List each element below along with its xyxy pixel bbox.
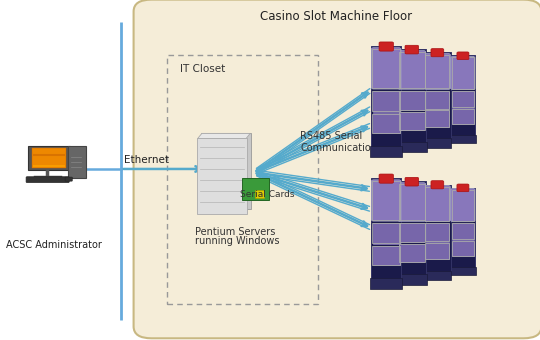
FancyBboxPatch shape xyxy=(452,241,474,256)
FancyBboxPatch shape xyxy=(451,56,475,90)
FancyBboxPatch shape xyxy=(452,223,474,239)
FancyBboxPatch shape xyxy=(398,51,426,89)
FancyBboxPatch shape xyxy=(424,53,450,89)
FancyBboxPatch shape xyxy=(399,244,424,262)
FancyBboxPatch shape xyxy=(373,245,400,265)
FancyBboxPatch shape xyxy=(371,178,401,282)
FancyBboxPatch shape xyxy=(451,55,475,137)
Polygon shape xyxy=(198,133,250,138)
FancyBboxPatch shape xyxy=(452,108,474,124)
FancyBboxPatch shape xyxy=(398,183,426,221)
FancyBboxPatch shape xyxy=(373,223,400,244)
FancyBboxPatch shape xyxy=(370,278,402,289)
FancyBboxPatch shape xyxy=(450,135,476,143)
FancyBboxPatch shape xyxy=(372,180,401,221)
FancyBboxPatch shape xyxy=(397,49,426,145)
FancyBboxPatch shape xyxy=(373,114,400,133)
Text: ACSC Administrator: ACSC Administrator xyxy=(6,240,102,250)
FancyBboxPatch shape xyxy=(379,42,394,51)
Bar xyxy=(167,55,318,304)
FancyBboxPatch shape xyxy=(399,223,424,242)
FancyBboxPatch shape xyxy=(397,142,427,152)
FancyBboxPatch shape xyxy=(26,177,69,183)
Text: Casino Slot Machine Floor: Casino Slot Machine Floor xyxy=(260,10,412,23)
FancyBboxPatch shape xyxy=(424,52,450,141)
FancyBboxPatch shape xyxy=(397,182,426,277)
FancyBboxPatch shape xyxy=(457,52,469,59)
FancyBboxPatch shape xyxy=(405,177,418,186)
FancyBboxPatch shape xyxy=(431,49,444,57)
Text: Serial Cards: Serial Cards xyxy=(240,190,295,199)
FancyBboxPatch shape xyxy=(424,185,450,273)
FancyBboxPatch shape xyxy=(451,188,475,222)
Text: Pentium Servers: Pentium Servers xyxy=(195,227,275,237)
FancyBboxPatch shape xyxy=(370,146,402,157)
FancyBboxPatch shape xyxy=(423,138,451,148)
FancyBboxPatch shape xyxy=(426,110,449,127)
FancyBboxPatch shape xyxy=(28,146,70,170)
FancyBboxPatch shape xyxy=(399,91,424,110)
Text: RS485 Serial
Communication: RS485 Serial Communication xyxy=(300,131,377,153)
FancyBboxPatch shape xyxy=(68,146,86,178)
FancyBboxPatch shape xyxy=(426,223,449,241)
FancyBboxPatch shape xyxy=(423,271,451,280)
FancyBboxPatch shape xyxy=(424,186,450,222)
FancyBboxPatch shape xyxy=(373,91,400,112)
FancyBboxPatch shape xyxy=(450,267,476,275)
FancyBboxPatch shape xyxy=(371,46,401,149)
FancyBboxPatch shape xyxy=(65,177,72,181)
FancyBboxPatch shape xyxy=(197,138,247,214)
FancyBboxPatch shape xyxy=(242,178,269,200)
FancyBboxPatch shape xyxy=(451,188,475,269)
FancyBboxPatch shape xyxy=(397,274,427,285)
FancyBboxPatch shape xyxy=(452,91,474,107)
FancyBboxPatch shape xyxy=(32,148,66,168)
Text: Ethernet: Ethernet xyxy=(124,155,170,166)
FancyBboxPatch shape xyxy=(201,133,251,208)
FancyBboxPatch shape xyxy=(372,48,401,89)
Text: running Windows: running Windows xyxy=(195,236,280,246)
FancyBboxPatch shape xyxy=(399,112,424,130)
Text: IT Closet: IT Closet xyxy=(180,64,225,74)
FancyBboxPatch shape xyxy=(426,91,449,109)
FancyBboxPatch shape xyxy=(405,45,418,54)
FancyBboxPatch shape xyxy=(255,190,264,198)
FancyBboxPatch shape xyxy=(426,242,449,259)
FancyBboxPatch shape xyxy=(133,0,540,338)
FancyBboxPatch shape xyxy=(379,174,394,183)
FancyBboxPatch shape xyxy=(431,181,444,189)
FancyBboxPatch shape xyxy=(457,184,469,192)
